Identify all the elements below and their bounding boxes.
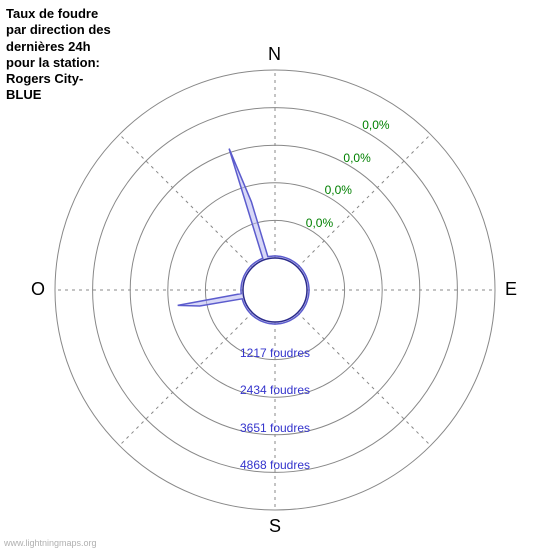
count-ring-label: 1217 foudres	[240, 346, 310, 360]
axis-e: E	[505, 279, 517, 300]
axis-n: N	[268, 44, 281, 65]
pct-ring-label: 0,0%	[306, 216, 333, 230]
axis-s: S	[269, 516, 281, 537]
count-ring-label: 4868 foudres	[240, 458, 310, 472]
count-ring-label: 2434 foudres	[240, 383, 310, 397]
axis-w: O	[31, 279, 45, 300]
chart-title: Taux de foudre par direction des dernièr…	[6, 6, 111, 104]
pct-ring-label: 0,0%	[325, 183, 352, 197]
count-ring-label: 3651 foudres	[240, 421, 310, 435]
pct-ring-label: 0,0%	[362, 118, 389, 132]
pct-ring-label: 0,0%	[343, 151, 370, 165]
chart-container: Taux de foudre par direction des dernièr…	[0, 0, 550, 550]
footer-credit: www.lightningmaps.org	[4, 538, 97, 548]
